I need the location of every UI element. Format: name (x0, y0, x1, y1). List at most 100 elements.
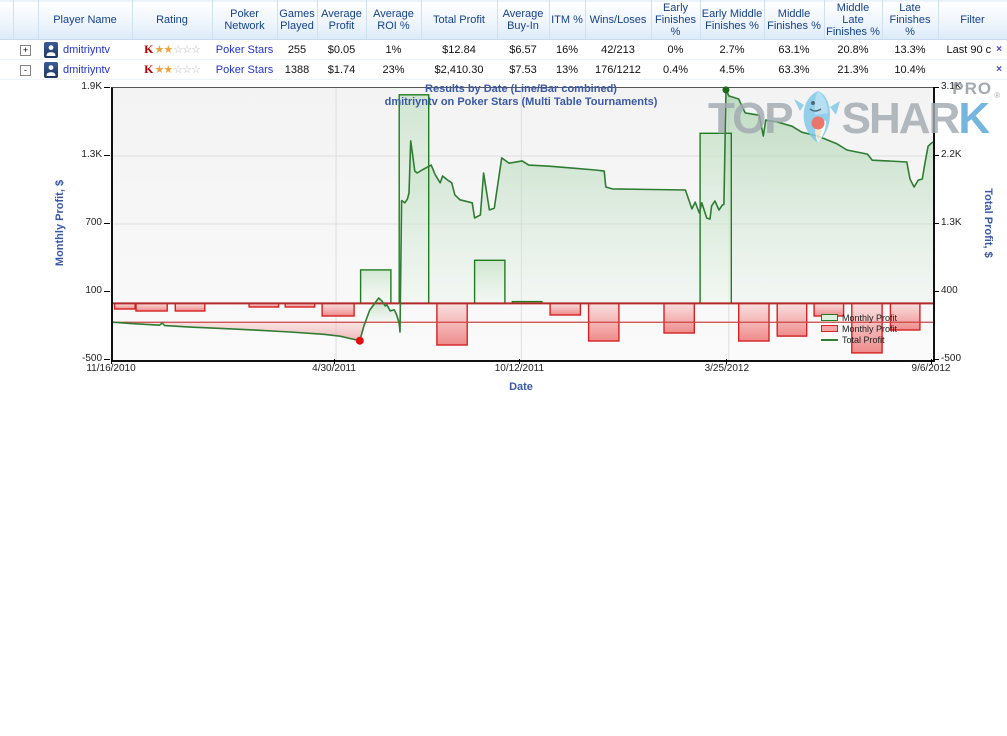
wins-loses-cell: 176/1212 (585, 59, 651, 80)
late-finishes-cell: 10.4% (882, 59, 938, 80)
x-axis-tick (518, 359, 520, 364)
right-axis-tick (933, 222, 939, 224)
filter-cell: Last 90 c × (938, 39, 1007, 60)
x-axis-tick (726, 359, 728, 364)
left-axis-tick (104, 358, 110, 360)
row-expand-cell: - (13, 59, 38, 80)
header-expand (13, 0, 39, 40)
header-rating[interactable]: Rating (132, 0, 213, 40)
chart-legend: Monthly Profit Monthly Profit Total Profit (821, 312, 897, 345)
total-profit-line (112, 89, 934, 342)
expand-button[interactable]: + (20, 44, 31, 56)
filter-cell: × (938, 59, 1007, 80)
total-profit-cell: $2,410.30 (421, 59, 497, 80)
header-total-profit[interactable]: Total Profit (421, 0, 498, 40)
network-cell: Poker Stars (212, 39, 277, 60)
monthly-profit-bar-negative (776, 302, 808, 337)
x-axis-tick (110, 359, 112, 364)
right-axis-tick-label: -500 (941, 353, 962, 364)
legend-red-bar-swatch (821, 325, 838, 332)
legend-label: Total Profit (842, 334, 885, 345)
header-average-profit[interactable]: Average Profit (317, 0, 367, 40)
left-axis-tick (104, 222, 110, 224)
legend-green-bar-swatch (821, 314, 838, 321)
middle-finishes-cell: 63.3% (764, 59, 824, 80)
collapse-button[interactable]: - (20, 64, 31, 76)
monthly-profit-bar-positive (359, 269, 392, 304)
header-poker-network[interactable]: Poker Network (212, 0, 278, 40)
header-player-name[interactable]: Player Name (38, 0, 133, 40)
left-axis-tick-label: -500 (81, 353, 102, 364)
watermark-registered-icon: ® (994, 91, 1001, 100)
average-buyin-cell: $6.57 (497, 39, 549, 60)
header-average-roi[interactable]: Average ROI % (366, 0, 422, 40)
monthly-profit-bar-negative (851, 302, 883, 354)
header-average-buyin[interactable]: Average Buy-In (497, 0, 550, 40)
legend-label: Monthly Profit (842, 312, 898, 323)
player-name-link[interactable]: dmitriyntv (63, 63, 111, 76)
row-expand-cell: + (13, 39, 38, 60)
x-axis-tick-label: 4/30/2011 (312, 363, 356, 374)
chart-title-line2: dmitriyntv on Poker Stars (Multi Table T… (384, 96, 658, 108)
poker-network-link[interactable]: Poker Stars (215, 63, 274, 76)
filter-value: Last 90 c (946, 43, 992, 56)
x-axis-tick-label: 3/25/2012 (704, 363, 750, 374)
network-cell: Poker Stars (212, 59, 277, 80)
player-avatar-icon (44, 41, 58, 58)
header-early-middle-finishes[interactable]: Early Middle Finishes % (700, 0, 765, 40)
early-middle-finishes-cell: 2.7% (700, 39, 764, 60)
left-axis-tick-label: 1.3K (81, 149, 102, 160)
player-cell: dmitriyntv (38, 39, 132, 60)
rating-stars-empty: ☆☆☆ (173, 43, 201, 56)
left-axis-tick-label: 100 (85, 285, 102, 296)
right-axis-tick (933, 154, 939, 156)
rating-stars-filled: ★★ (154, 43, 174, 56)
right-axis-tick (933, 358, 939, 360)
legend-entry: Monthly Profit (821, 323, 897, 334)
legend-entry: Total Profit (821, 334, 897, 345)
header-late-finishes[interactable]: Late Finishes % (882, 0, 939, 40)
middle-late-finishes-cell: 20.8% (824, 39, 882, 60)
table-row: + dmitriyntv K ★★ ☆☆☆ Poker Stars 255 (0, 39, 1007, 60)
left-axis-tick-label: 1.9K (81, 81, 102, 92)
header-games-played[interactable]: Games Played (277, 0, 318, 40)
header-itm[interactable]: ITM % (549, 0, 586, 40)
left-axis-tick (104, 290, 110, 292)
header-wins-loses[interactable]: Wins/Loses (585, 0, 652, 40)
player-name-link[interactable]: dmitriyntv (63, 43, 111, 56)
remove-filter-icon[interactable]: × (996, 64, 1002, 75)
remove-filter-icon[interactable]: × (996, 44, 1002, 55)
max-total-profit-marker (722, 86, 730, 94)
average-roi-cell: 1% (366, 39, 421, 60)
right-axis-tick-label: 400 (941, 285, 958, 296)
poker-network-link[interactable]: Poker Stars (215, 43, 274, 56)
early-finishes-cell: 0% (651, 39, 700, 60)
itm-cell: 16% (549, 39, 585, 60)
header-early-finishes[interactable]: Early Finishes % (651, 0, 701, 40)
table-header-row: Player Name Rating Poker Network Games P… (0, 0, 1007, 40)
legend-entry: Monthly Profit (821, 312, 897, 323)
monthly-profit-bar-negative (549, 302, 582, 316)
chart-canvas (112, 86, 934, 360)
rating-stars-empty: ☆☆☆ (173, 63, 201, 76)
left-axis-tick (104, 86, 110, 88)
early-finishes-cell: 0.4% (651, 59, 700, 80)
rating-letter: K (144, 62, 154, 76)
x-axis-tick-label: 11/16/2010 (86, 363, 136, 374)
player-cell: dmitriyntv (38, 59, 132, 80)
header-spacer (0, 0, 14, 40)
chart-title: Results by Date (Line/Bar combined) dmit… (111, 83, 931, 109)
right-axis-tick-label: 1.3K (941, 217, 962, 228)
early-middle-finishes-cell: 4.5% (700, 59, 764, 80)
rating-stars-filled: ★★ (154, 63, 174, 76)
monthly-profit-bar-positive (473, 259, 506, 305)
rating-cell: K ★★ ☆☆☆ (132, 39, 212, 60)
header-middle-finishes[interactable]: Middle Finishes % (764, 0, 825, 40)
average-buyin-cell: $7.53 (497, 59, 549, 80)
row-spacer (0, 59, 13, 80)
legend-label: Monthly Profit (842, 323, 898, 334)
watermark-shark-k: K (958, 93, 990, 143)
header-filter[interactable]: Filter (938, 0, 1007, 40)
header-middle-late-finishes[interactable]: Middle Late Finishes % (824, 0, 883, 40)
